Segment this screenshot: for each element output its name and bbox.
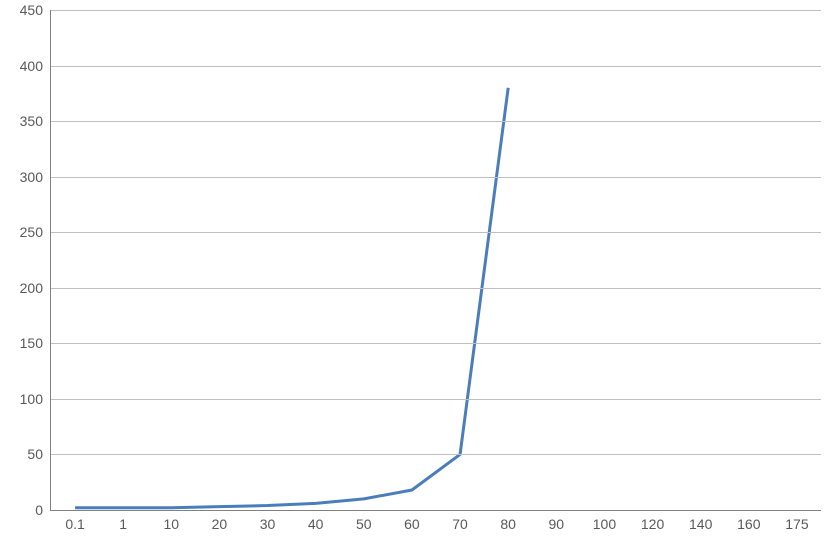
x-tick-label: 10	[164, 510, 180, 532]
y-tick-label: 350	[20, 113, 51, 129]
x-tick-label: 50	[356, 510, 372, 532]
x-tick-label: 40	[308, 510, 324, 532]
x-tick-label: 140	[689, 510, 712, 532]
series-line	[75, 88, 508, 508]
x-tick-label: 100	[593, 510, 616, 532]
y-tick-label: 250	[20, 224, 51, 240]
x-tick-label: 30	[260, 510, 276, 532]
gridline	[51, 121, 821, 122]
x-tick-label: 160	[737, 510, 760, 532]
gridline	[51, 10, 821, 11]
gridline	[51, 343, 821, 344]
gridline	[51, 399, 821, 400]
y-tick-label: 0	[35, 502, 51, 518]
x-tick-label: 20	[212, 510, 228, 532]
plot-area: 0501001502002503003504004500.11102030405…	[50, 10, 821, 511]
line-layer	[51, 10, 821, 510]
gridline	[51, 288, 821, 289]
x-tick-label: 70	[452, 510, 468, 532]
x-tick-label: 90	[549, 510, 565, 532]
gridline	[51, 454, 821, 455]
x-tick-label: 60	[404, 510, 420, 532]
y-tick-label: 400	[20, 58, 51, 74]
line-chart: 0 50 100 150 200 250 300 350 400 450 0.1 1 10 20 30 40 5…	[0, 0, 840, 550]
y-tick-label: 450	[20, 2, 51, 18]
x-tick-label: 175	[785, 510, 808, 532]
x-tick-label: 80	[500, 510, 516, 532]
y-tick-label: 50	[27, 446, 51, 462]
x-tick-label: 0.1	[65, 510, 84, 532]
y-tick-label: 100	[20, 391, 51, 407]
gridline	[51, 177, 821, 178]
gridline	[51, 66, 821, 67]
y-tick-label: 200	[20, 280, 51, 296]
y-tick-label: 150	[20, 335, 51, 351]
x-tick-label: 120	[641, 510, 664, 532]
gridline	[51, 232, 821, 233]
x-tick-label: 1	[119, 510, 127, 532]
y-tick-label: 300	[20, 169, 51, 185]
